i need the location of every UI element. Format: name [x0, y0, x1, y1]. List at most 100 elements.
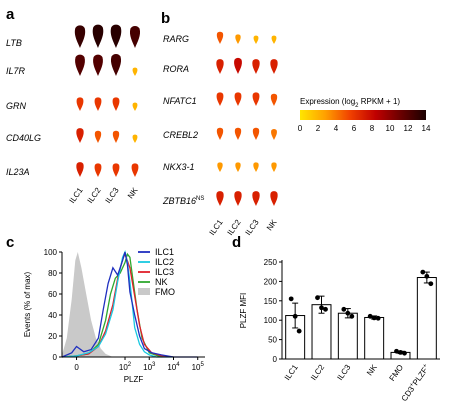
y-tick-label: 60 [48, 290, 57, 299]
violin-mark [94, 97, 102, 111]
data-point [349, 313, 355, 319]
violin-mark [112, 130, 120, 143]
category-label: ILC1 [208, 218, 225, 237]
data-point [292, 313, 298, 319]
x-tick-label: 103 [143, 362, 156, 372]
y-tick-label: 100 [264, 316, 278, 325]
data-point [371, 315, 377, 321]
data-point [323, 306, 328, 312]
bar [416, 277, 437, 360]
y-tick-label: 250 [264, 258, 278, 267]
y-tick-label: 50 [268, 336, 277, 345]
colorbar-gradient [300, 110, 426, 120]
violin-mark [217, 162, 223, 172]
data-point [341, 306, 347, 312]
y-tick-label: 0 [53, 353, 58, 362]
violin-mark [110, 24, 122, 48]
series-fmo [62, 252, 113, 357]
category-label: NK [365, 362, 379, 377]
y-tick-label: 100 [44, 248, 58, 257]
legend-label: ILC1 [155, 247, 174, 257]
x-tick-label: 102 [119, 362, 132, 372]
legend-swatch [138, 288, 150, 295]
violin-mark [216, 127, 224, 140]
y-tick-label: 20 [48, 332, 57, 341]
x-tick-label: 104 [167, 362, 180, 372]
colorbar-tick: 4 [334, 124, 339, 133]
violin-mark [94, 163, 102, 177]
data-point [428, 281, 434, 287]
violin-mark [252, 92, 260, 106]
category-label: NK [265, 217, 279, 232]
gene-label: IL7R [6, 66, 26, 76]
panel-c: c 0 20 40 60 80 100 0 102 103 104 105 PLZF Events (%… [6, 234, 205, 384]
legend-label: FMO [155, 287, 175, 297]
violin-mark [270, 191, 278, 206]
violin-mark [112, 97, 120, 111]
violin-mark [252, 127, 260, 140]
gene-label: IL23A [6, 167, 30, 177]
y-axis-label: PLZF MFI [239, 293, 248, 329]
category-label: ILC3 [104, 186, 121, 205]
data-point [424, 273, 430, 279]
gene-label: LTB [6, 38, 22, 48]
data-point [288, 296, 294, 302]
category-label: ILC2 [309, 363, 326, 382]
violin-mark [252, 191, 260, 206]
y-axis-label: Events (% of max) [23, 271, 32, 337]
violin-mark [76, 162, 84, 177]
gene-label: NFATC1 [163, 96, 197, 106]
violin-mark [271, 35, 277, 44]
violin-mark [93, 54, 103, 76]
violin-mark [234, 57, 242, 74]
data-point [315, 295, 320, 301]
violin-mark [132, 67, 138, 76]
category-label: NK [126, 185, 140, 200]
category-label: ILC3 [244, 218, 261, 237]
legend-label: ILC3 [155, 267, 174, 277]
data-point [367, 313, 373, 319]
y-tick-label: 40 [48, 311, 57, 320]
data-point [402, 350, 407, 356]
y-tick-label: 200 [264, 277, 278, 286]
y-tick-label: 0 [273, 355, 278, 364]
data-point [420, 269, 426, 275]
series-ilc1 [61, 251, 198, 358]
violin-mark [234, 127, 242, 140]
gene-label: RORA [163, 64, 189, 74]
colorbar-tick: 6 [352, 124, 357, 133]
data-point [345, 310, 351, 316]
panel-a: a LTB IL7R GRN CD40LG IL23A ILC1 ILC2 ILC3 NK [6, 6, 141, 205]
gene-label: CD40LG [6, 133, 41, 143]
category-label: FMO [388, 363, 406, 383]
violin-mark [253, 35, 259, 44]
violin-mark [94, 130, 102, 143]
bar [337, 312, 358, 360]
violin-mark [234, 92, 242, 106]
bar [364, 316, 385, 360]
colorbar-tick: 14 [422, 124, 431, 133]
colorbar-title: Expression (log2 RPKM + 1) [300, 97, 400, 109]
colorbar-tick: 0 [298, 124, 303, 133]
panel-c-letter: c [6, 234, 14, 251]
violin-mark [132, 102, 138, 111]
violin-mark [92, 24, 104, 48]
violin-mark [132, 134, 138, 143]
gene-label: NKX3-1 [163, 162, 195, 172]
gene-label: ZBTB16NS [162, 196, 204, 206]
colorbar-tick: 8 [370, 124, 375, 133]
x-tick-label: 105 [192, 362, 205, 372]
data-point [319, 305, 324, 311]
violin-mark [112, 163, 120, 177]
colorbar-tick: 2 [316, 124, 321, 133]
gene-label: CREBL2 [163, 130, 198, 140]
category-label: ILC1 [283, 363, 300, 382]
panel-d-letter: d [232, 234, 241, 251]
data-point [394, 348, 399, 354]
violin-mark [252, 59, 260, 74]
colorbar-tick: 10 [386, 124, 395, 133]
y-tick-label: 80 [48, 269, 57, 278]
colorbar-tick: 12 [404, 124, 413, 133]
violin-mark [235, 162, 241, 172]
